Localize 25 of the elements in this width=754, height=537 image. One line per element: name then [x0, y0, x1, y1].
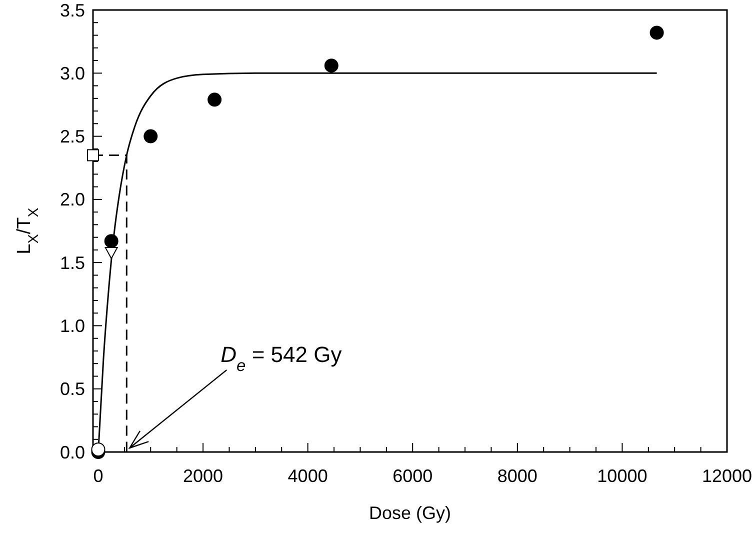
y-tick-label: 3.5 — [60, 0, 85, 20]
y-tick-label: 0.0 — [60, 442, 85, 462]
x-tick-label: 8000 — [497, 466, 538, 486]
x-tick-label: 6000 — [392, 466, 433, 486]
x-tick-label: 0 — [93, 466, 104, 486]
point — [104, 246, 118, 259]
point — [324, 58, 338, 73]
y-tick-label: 2.5 — [60, 126, 85, 147]
x-tick-label: 4000 — [288, 466, 328, 486]
point — [650, 26, 664, 40]
x-axis-title: Dose (Gy) — [368, 503, 452, 523]
y-tick-label: 0.5 — [60, 379, 85, 400]
y-tick-label: 2.0 — [60, 190, 85, 210]
y-tick-label: 3.0 — [60, 63, 85, 84]
point — [144, 129, 158, 144]
point — [87, 149, 99, 162]
y-tick-label: 1.0 — [60, 316, 85, 336]
x-tick-label: 2000 — [183, 466, 224, 486]
point — [104, 234, 118, 248]
point — [91, 442, 106, 456]
annotation: D$_{e}$ = 542 Gy — [220, 342, 342, 375]
x-tick-label: 10000 — [597, 466, 648, 486]
point — [208, 92, 222, 107]
y-tick-label: 1.5 — [60, 252, 85, 273]
x-tick-label: 12000 — [702, 466, 752, 486]
